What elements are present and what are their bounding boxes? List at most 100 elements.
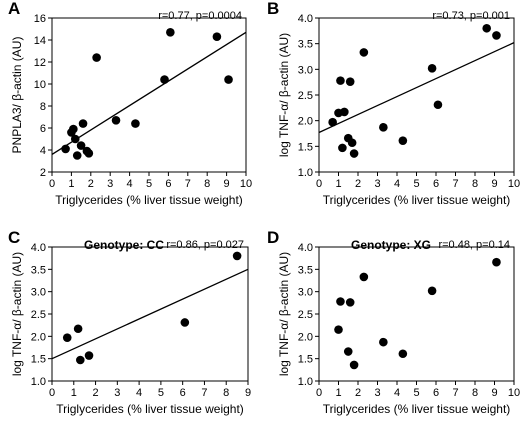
x-tick-label: 7 [185,178,191,190]
x-axis-label: Triglycerides (% liver tissue weight) [323,402,511,416]
x-tick-label: 6 [433,178,439,190]
data-point [336,76,345,85]
data-point [349,149,359,158]
y-axis-label: log TNF-α/ β-actin (AU) [10,252,24,376]
data-point [340,107,349,117]
x-tick-label: 1 [71,387,77,399]
x-tick-label: 8 [204,178,210,190]
data-point [345,298,355,307]
x-tick-label: 3 [374,387,380,399]
data-point [427,64,437,73]
x-tick-label: 9 [491,178,497,190]
x-tick-label: 5 [413,178,419,190]
data-point [336,297,345,306]
y-tick-label: 1.0 [31,376,46,388]
x-tick-label: 2 [88,178,94,190]
data-point [84,149,94,158]
data-point [328,117,337,127]
data-point [92,53,101,62]
y-axis-label: log TNF-α/ β-actin (AU) [277,33,291,157]
y-tick-label: 4.0 [298,242,313,254]
data-point [76,355,85,365]
y-tick-label: 2.5 [298,90,313,102]
data-point [212,32,222,41]
y-tick-label: 4.0 [31,242,46,254]
data-point [160,75,169,84]
x-tick-label: 10 [508,387,520,399]
y-axis-label: log TNF-α/ β-actin (AU) [277,252,291,376]
x-axis-label: Triglycerides (% liver tissue weight) [323,193,511,207]
x-tick-label: 3 [374,178,380,190]
x-tick-label: 9 [224,178,230,190]
y-tick-label: 2.0 [298,116,313,128]
panel-d: 0 1 2 3 4 5 6 7 8 9 10 1.0 1.5 2.0 2.5 3.0 3.5 4.0 Triglyc… [267,228,520,416]
x-tick-label: 10 [240,178,252,190]
data-point [78,119,88,128]
x-tick-label: 5 [146,178,152,190]
y-tick-label: 3.5 [31,264,46,276]
x-tick-label: 5 [158,387,164,399]
data-point [343,347,353,356]
y-tick-label: 3.0 [298,64,313,76]
data-point [224,75,233,84]
data-point [379,337,388,347]
data-point [482,23,492,33]
x-tick-label: 3 [114,387,120,399]
x-tick-label: 1 [68,178,74,190]
panel-b: 0 1 2 3 4 5 6 7 8 9 10 1.0 1.5 2.0 2.5 3.0 3.5 4.0 Triglyc… [267,0,520,207]
data-point [72,151,82,160]
data-point [166,28,175,37]
data-point [232,251,242,261]
x-tick-label: 2 [355,178,361,190]
y-tick-label: 3.5 [298,39,313,51]
x-tick-label: 9 [491,387,497,399]
data-point [334,325,343,334]
x-tick-label: 8 [472,178,478,190]
data-point [111,116,121,125]
data-point [349,360,359,370]
plot-frame [318,246,515,382]
y-tick-label: 4.0 [298,13,313,25]
y-tick-label: 1.0 [298,167,313,179]
y-tick-label: 1.5 [298,141,313,153]
y-tick-label: 12 [34,57,46,69]
x-tick-label: 0 [316,178,322,190]
x-tick-label: 4 [394,387,400,399]
plot-frame [318,17,515,173]
x-tick-label: 0 [316,387,322,399]
y-tick-label: 16 [34,13,46,25]
y-tick-label: 1.5 [31,354,46,366]
panel-label: A [8,0,20,18]
y-tick-label: 2.5 [31,309,46,321]
correlation-stat: r=0.86, p=0.027 [166,239,244,251]
y-tick-label: 3.5 [298,264,313,276]
genotype-label: Genotype: XG [351,238,431,252]
y-tick-label: 6 [40,123,46,135]
x-tick-label: 0 [49,178,55,190]
data-point [347,138,357,148]
x-tick-label: 5 [413,387,419,399]
x-tick-label: 1 [335,387,341,399]
regression-line [52,31,246,155]
x-tick-label: 8 [472,387,478,399]
x-tick-label: 0 [49,387,55,399]
data-point [69,124,78,134]
panel-c: 0 1 2 3 4 5 6 7 8 9 1.0 1.5 2.0 2.5 3.0 3.5 4.0 Triglycer… [8,228,251,416]
regression-line [319,42,514,134]
x-tick-label: 6 [180,387,186,399]
correlation-stat: r=0.77, p=0.0004 [158,10,242,22]
genotype-label: Genotype: CC [84,238,164,252]
x-tick-label: 4 [127,178,133,190]
y-tick-label: 8 [40,101,46,113]
y-tick-label: 1.0 [298,376,313,388]
y-tick-label: 2.0 [298,331,313,343]
x-tick-label: 10 [508,178,520,190]
x-tick-label: 7 [452,178,458,190]
data-point [359,48,369,57]
data-point [427,286,437,296]
x-tick-label: 1 [335,178,341,190]
data-point [73,324,83,334]
data-point [359,272,369,282]
